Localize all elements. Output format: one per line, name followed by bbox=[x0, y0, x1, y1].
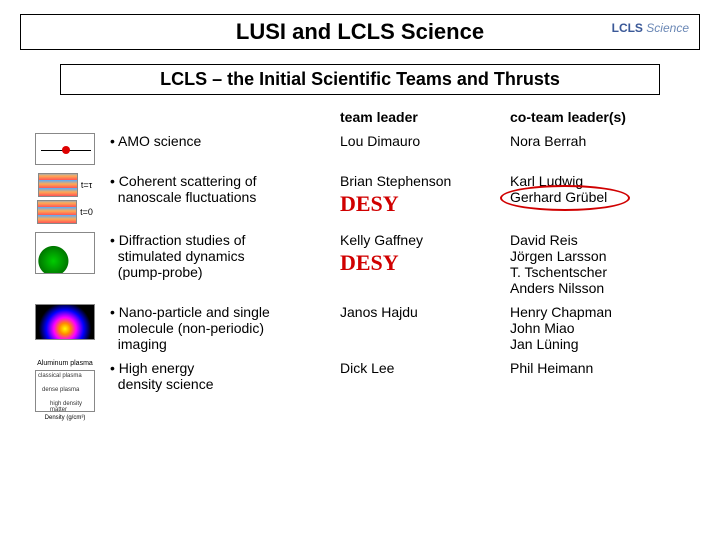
coleader-diff-3: T. Tschentscher bbox=[510, 264, 700, 280]
header-team-leader: team leader bbox=[340, 109, 510, 125]
topic-nano-3: imaging bbox=[118, 336, 167, 352]
logo-lcls: LCLS bbox=[612, 21, 643, 35]
leader-cell: Brian Stephenson DESY bbox=[340, 173, 510, 217]
table-row: • Diffraction studies of stimulated dyna… bbox=[0, 232, 720, 296]
diffraction-graph-icon bbox=[35, 232, 95, 274]
subtitle: LCLS – the Initial Scientific Teams and … bbox=[160, 69, 560, 89]
nano-diffraction-icon bbox=[35, 304, 95, 340]
leader-cell: Janos Hajdu bbox=[340, 304, 510, 320]
leader-hed: Dick Lee bbox=[340, 360, 510, 376]
topic-diff-2: stimulated dynamics bbox=[118, 248, 245, 264]
leader-cell: Dick Lee bbox=[340, 360, 510, 376]
topic-amo: AMO science bbox=[118, 133, 201, 149]
topic-nano-2: molecule (non-periodic) bbox=[118, 320, 264, 336]
thumb-coherent: t=τ t=0 bbox=[0, 173, 110, 224]
topic-hed-2: density science bbox=[118, 376, 214, 392]
title-bar: LUSI and LCLS Science LCLS Science bbox=[20, 14, 700, 50]
coleader-nano-2: John Miao bbox=[510, 320, 700, 336]
topic-diff-1: Diffraction studies of bbox=[119, 232, 246, 248]
coleader-cell: Karl Ludwig Gerhard Grübel bbox=[510, 173, 700, 205]
coleader-cell: David Reis Jörgen Larsson T. Tschentsche… bbox=[510, 232, 700, 296]
amo-diagram-icon bbox=[35, 133, 95, 165]
topic-cell: • High energy density science bbox=[110, 360, 340, 392]
subtitle-bar: LCLS – the Initial Scientific Teams and … bbox=[60, 64, 660, 95]
plasma-label-3: high density matter bbox=[50, 401, 94, 413]
coherent-image-icon bbox=[37, 200, 77, 224]
coleader-diff-1: David Reis bbox=[510, 232, 700, 248]
table-row: • Nano-particle and single molecule (non… bbox=[0, 304, 720, 352]
plasma-xaxis: Density (g/cm³) bbox=[45, 415, 86, 421]
column-headers: team leader co-team leader(s) bbox=[0, 109, 720, 125]
table-row: t=τ t=0 • Coherent scattering of nanosca… bbox=[0, 173, 720, 224]
plasma-label-1: classical plasma bbox=[38, 373, 82, 379]
table-row: • AMO science Lou Dimauro Nora Berrah bbox=[0, 133, 720, 165]
leader-cell: Lou Dimauro bbox=[340, 133, 510, 149]
topic-cell: • Coherent scattering of nanoscale fluct… bbox=[110, 173, 340, 205]
leader-cell: Kelly Gaffney DESY bbox=[340, 232, 510, 276]
t-zero-label: t=0 bbox=[80, 207, 93, 217]
leader-nano: Janos Hajdu bbox=[340, 304, 510, 320]
topic-cell: • Diffraction studies of stimulated dyna… bbox=[110, 232, 340, 280]
page-title: LUSI and LCLS Science bbox=[236, 19, 484, 44]
coleader-diff-4: Anders Nilsson bbox=[510, 280, 700, 296]
plasma-phase-diagram-icon: classical plasma dense plasma high densi… bbox=[35, 370, 95, 412]
coleader-coh-1: Karl Ludwig bbox=[510, 173, 700, 189]
table-row: Aluminum plasma classical plasma dense p… bbox=[0, 360, 720, 421]
topic-coh-1: Coherent scattering of bbox=[119, 173, 257, 189]
thumb-amo bbox=[0, 133, 110, 165]
desy-annotation: DESY bbox=[340, 191, 510, 217]
plasma-label-2: dense plasma bbox=[42, 387, 79, 393]
topic-nano-1: Nano-particle and single bbox=[119, 304, 270, 320]
leader-diff: Kelly Gaffney bbox=[340, 232, 510, 248]
thumb-plasma: Aluminum plasma classical plasma dense p… bbox=[0, 360, 110, 421]
topic-diff-3: (pump-probe) bbox=[118, 264, 203, 280]
coleader-hed: Phil Heimann bbox=[510, 360, 700, 376]
leader-amo: Lou Dimauro bbox=[340, 133, 510, 149]
topic-coh-2: nanoscale fluctuations bbox=[118, 189, 257, 205]
topic-hed-1: High energy bbox=[119, 360, 195, 376]
logo-science: Science bbox=[646, 21, 689, 35]
coleader-cell: Henry Chapman John Miao Jan Lüning bbox=[510, 304, 700, 352]
content-area: • AMO science Lou Dimauro Nora Berrah t=… bbox=[0, 133, 720, 421]
header-logo: LCLS Science bbox=[612, 21, 689, 35]
coleader-amo: Nora Berrah bbox=[510, 133, 700, 149]
coleader-coh-2: Gerhard Grübel bbox=[510, 189, 700, 205]
coleader-nano-1: Henry Chapman bbox=[510, 304, 700, 320]
topic-cell: • AMO science bbox=[110, 133, 340, 149]
plasma-title: Aluminum plasma bbox=[37, 360, 93, 367]
header-co-team-leader: co-team leader(s) bbox=[510, 109, 690, 125]
coherent-image-icon bbox=[38, 173, 78, 197]
topic-cell: • Nano-particle and single molecule (non… bbox=[110, 304, 340, 352]
thumb-diffraction bbox=[0, 232, 110, 274]
desy-annotation: DESY bbox=[340, 250, 510, 276]
coleader-cell: Phil Heimann bbox=[510, 360, 700, 376]
t-tau-label: t=τ bbox=[81, 180, 92, 190]
coleader-cell: Nora Berrah bbox=[510, 133, 700, 149]
coleader-nano-3: Jan Lüning bbox=[510, 336, 700, 352]
leader-coh: Brian Stephenson bbox=[340, 173, 510, 189]
coleader-diff-2: Jörgen Larsson bbox=[510, 248, 700, 264]
thumb-nano bbox=[0, 304, 110, 340]
